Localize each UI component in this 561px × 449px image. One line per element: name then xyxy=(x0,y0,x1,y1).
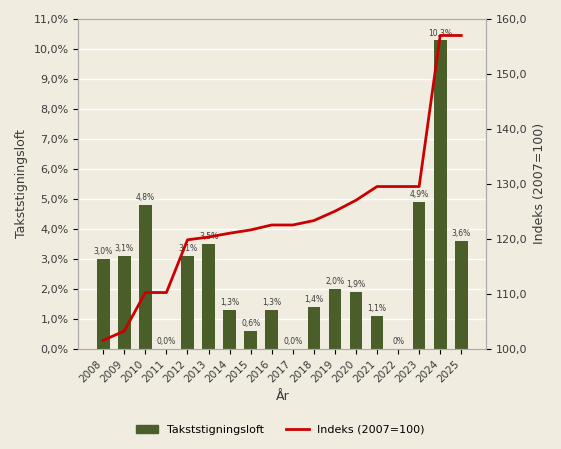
Text: 3,1%: 3,1% xyxy=(115,244,134,253)
Bar xyxy=(455,241,467,348)
Indeks (2007=100) xyxy=(142,290,149,295)
Indeks (2007=100) xyxy=(268,222,275,228)
Indeks (2007=100) xyxy=(184,237,191,242)
Text: 2,0%: 2,0% xyxy=(325,277,344,286)
Text: 1,4%: 1,4% xyxy=(304,295,323,304)
Text: 0%: 0% xyxy=(392,337,404,346)
Indeks (2007=100) xyxy=(374,184,380,189)
Bar xyxy=(307,307,320,348)
Text: 4,8%: 4,8% xyxy=(136,194,155,202)
Text: 1,9%: 1,9% xyxy=(346,280,366,289)
Bar xyxy=(118,255,131,348)
Text: 1,3%: 1,3% xyxy=(262,298,281,307)
Indeks (2007=100) xyxy=(395,184,402,189)
X-axis label: År: År xyxy=(275,390,289,403)
Text: 10,3%: 10,3% xyxy=(428,29,452,38)
Indeks (2007=100) xyxy=(458,33,465,38)
Y-axis label: Indeks (2007=100): Indeks (2007=100) xyxy=(533,123,546,244)
Text: 3,1%: 3,1% xyxy=(178,244,197,253)
Text: 3,5%: 3,5% xyxy=(199,232,218,241)
Y-axis label: Takststigningsloft: Takststigningsloft xyxy=(15,129,28,238)
Indeks (2007=100) xyxy=(163,290,170,295)
Indeks (2007=100) xyxy=(416,184,422,189)
Bar xyxy=(202,244,215,348)
Indeks (2007=100) xyxy=(310,218,317,223)
Bar xyxy=(371,316,383,348)
Indeks (2007=100) xyxy=(121,328,128,334)
Text: 3,6%: 3,6% xyxy=(452,229,471,238)
Indeks (2007=100) xyxy=(332,208,338,214)
Indeks (2007=100) xyxy=(205,234,212,240)
Bar xyxy=(97,259,109,348)
Bar xyxy=(413,202,425,348)
Bar xyxy=(223,310,236,348)
Text: 3,0%: 3,0% xyxy=(94,247,113,256)
Text: 0,0%: 0,0% xyxy=(157,337,176,346)
Indeks (2007=100) xyxy=(437,33,444,38)
Text: 1,1%: 1,1% xyxy=(367,304,387,313)
Bar xyxy=(265,310,278,348)
Bar xyxy=(139,205,151,348)
Text: 0,0%: 0,0% xyxy=(283,337,302,346)
Indeks (2007=100) xyxy=(289,222,296,228)
Bar xyxy=(434,40,447,348)
Bar xyxy=(181,255,194,348)
Bar xyxy=(329,289,341,348)
Indeks (2007=100) xyxy=(100,338,107,343)
Legend: Takststigningsloft, Indeks (2007=100): Takststigningsloft, Indeks (2007=100) xyxy=(132,420,429,439)
Text: 4,9%: 4,9% xyxy=(410,190,429,199)
Bar xyxy=(350,292,362,348)
Bar xyxy=(245,330,257,348)
Indeks (2007=100) xyxy=(353,198,360,203)
Indeks (2007=100) xyxy=(247,227,254,233)
Text: 1,3%: 1,3% xyxy=(220,298,239,307)
Indeks (2007=100) xyxy=(226,230,233,236)
Line: Indeks (2007=100): Indeks (2007=100) xyxy=(103,35,461,340)
Text: 0,6%: 0,6% xyxy=(241,319,260,328)
